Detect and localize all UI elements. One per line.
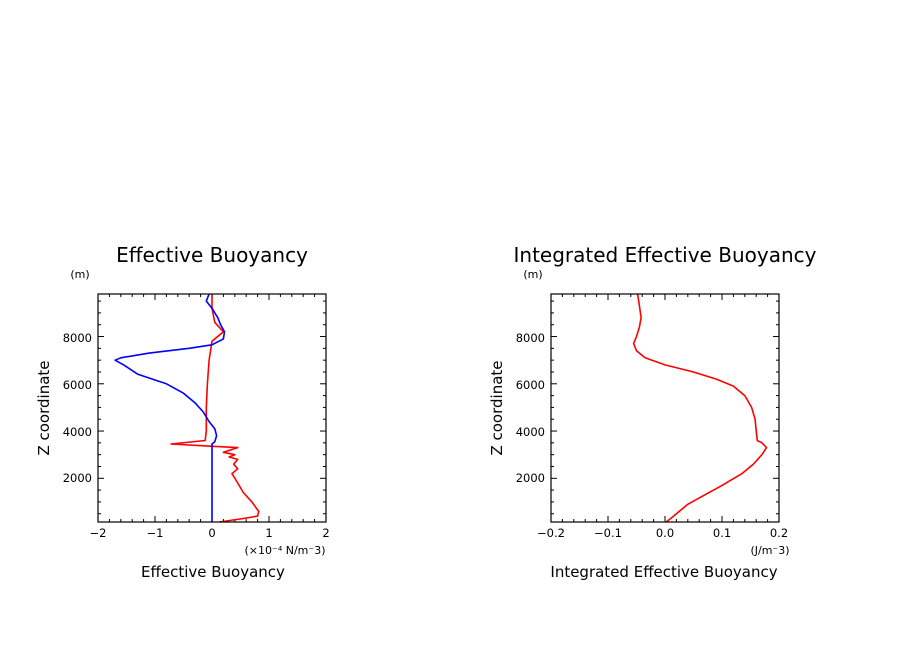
- y-tick-label: 8000: [63, 331, 92, 345]
- x-tick-label: 0.2: [770, 526, 788, 540]
- x-unit-label: (×10⁻⁴ N/m⁻3): [245, 544, 326, 557]
- plot-frame: [97, 293, 327, 523]
- plot-frame: [550, 293, 780, 523]
- x-tick-label: 1: [265, 526, 272, 540]
- x-tick-label: 0.0: [656, 526, 674, 540]
- x-tick-label: −0.1: [594, 526, 622, 540]
- y-tick-labels: 2000 4000 6000 8000: [516, 331, 545, 485]
- x-tick-labels: −2 −1 0 1 2: [90, 526, 330, 540]
- x-tick-label: 0: [208, 526, 215, 540]
- y-axis-label: Z coordinate: [488, 360, 506, 455]
- x-tick-label: −1: [147, 526, 164, 540]
- y-tick-label: 2000: [63, 471, 92, 485]
- series-lines: [114, 293, 260, 523]
- series-line: [114, 293, 226, 522]
- chart-title: Effective Buoyancy: [116, 243, 308, 267]
- y-unit-label: (m): [70, 268, 89, 281]
- series-line: [170, 294, 260, 523]
- y-tick-label: 2000: [516, 471, 545, 485]
- y-tick-label: 4000: [63, 425, 92, 439]
- series-line: [632, 293, 768, 523]
- y-unit-label: (m): [523, 268, 542, 281]
- x-axis-label: Effective Buoyancy: [141, 563, 285, 581]
- panel-integrated-effective-buoyancy: Integrated Effective Buoyancy (m) Z coor…: [488, 243, 817, 581]
- x-axis-label: Integrated Effective Buoyancy: [550, 563, 777, 581]
- chart-title: Integrated Effective Buoyancy: [514, 243, 817, 267]
- x-tick-label: −2: [90, 526, 107, 540]
- y-tick-label: 6000: [516, 378, 545, 392]
- x-tick-label: 2: [322, 526, 329, 540]
- axis-ticks: [550, 294, 780, 522]
- y-tick-label: 8000: [516, 331, 545, 345]
- y-tick-label: 6000: [63, 378, 92, 392]
- y-axis-label: Z coordinate: [35, 360, 53, 455]
- x-tick-labels: −0.2 −0.1 0.0 0.1 0.2: [537, 526, 788, 540]
- series-lines: [632, 293, 768, 523]
- x-tick-label: −0.2: [537, 526, 565, 540]
- y-tick-labels: 2000 4000 6000 8000: [63, 331, 92, 485]
- x-tick-label: 0.1: [713, 526, 731, 540]
- panel-effective-buoyancy: Effective Buoyancy (m) Z coordinate Effe…: [35, 243, 330, 581]
- x-unit-label: (J/m⁻3): [750, 544, 789, 557]
- y-tick-label: 4000: [516, 425, 545, 439]
